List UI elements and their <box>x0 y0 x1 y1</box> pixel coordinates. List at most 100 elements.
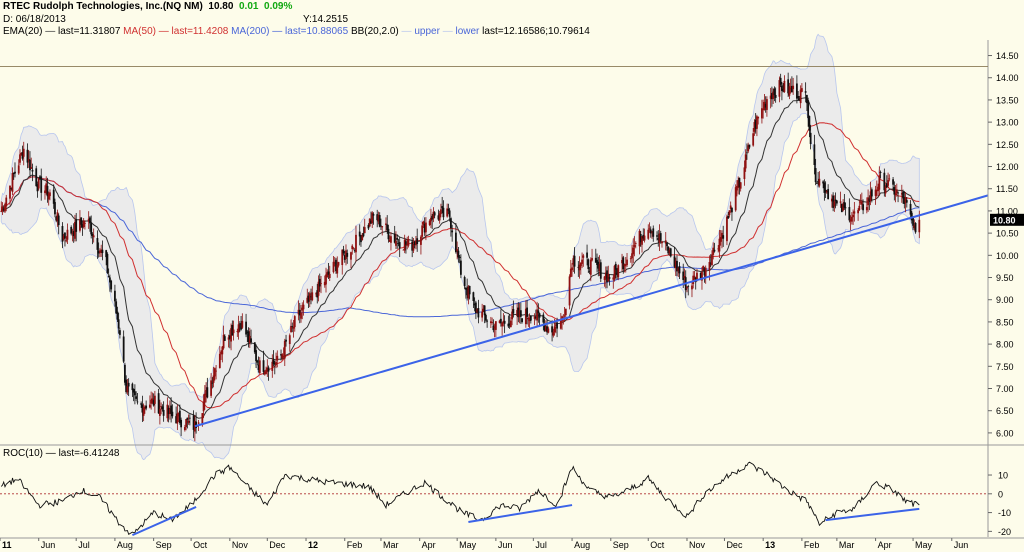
candle-body <box>171 411 174 417</box>
candle-body <box>651 231 653 233</box>
candle-body <box>201 413 204 426</box>
ma200-last: last=10.88065 <box>285 26 349 37</box>
candle-body <box>258 360 261 374</box>
candle-body <box>101 249 104 254</box>
candle-body <box>722 235 725 239</box>
candle-body <box>230 328 232 342</box>
candle-body <box>4 204 6 212</box>
candle-body <box>667 246 670 254</box>
candle-body <box>798 98 801 101</box>
roc-legend: ROC(10) — last=-6.41248 <box>3 448 120 459</box>
candle-body <box>756 116 758 129</box>
company-name: Rudolph Technologies, Inc.(NQ NM) <box>33 1 203 12</box>
candle-body <box>726 216 728 242</box>
candle-body <box>14 171 16 174</box>
candle-body <box>483 305 486 316</box>
candle-body <box>516 310 519 317</box>
candle-body <box>55 216 58 221</box>
candle-body <box>311 292 314 301</box>
roc-trendline <box>825 507 920 522</box>
candle-body <box>422 221 425 225</box>
y-readout: Y:14.2515 <box>303 14 349 25</box>
candle-body <box>320 283 322 284</box>
candle-body <box>151 398 154 403</box>
candle-body <box>599 262 602 279</box>
candle-body <box>148 404 151 408</box>
candle-body <box>904 197 907 203</box>
candle-body <box>197 422 200 424</box>
candle-body <box>848 207 851 221</box>
candle-body <box>508 323 511 325</box>
month-label: Sep <box>613 540 629 550</box>
candle-body <box>206 387 209 398</box>
candle-body <box>493 327 496 329</box>
candle-body <box>528 317 531 322</box>
candle-body <box>125 379 128 393</box>
candle-body <box>769 95 772 99</box>
candle-body <box>176 413 179 424</box>
candle-body <box>729 205 732 209</box>
candle-body <box>54 202 56 215</box>
candle-body <box>9 185 11 199</box>
candle-body <box>228 335 231 339</box>
candle-body <box>420 236 422 245</box>
candle-body <box>263 371 266 375</box>
price-tick-label: 10.50 <box>996 229 1019 239</box>
candle-body <box>337 261 340 266</box>
candle-body <box>569 268 572 277</box>
candle-body <box>332 261 335 273</box>
candle-body <box>805 94 808 104</box>
candle-body <box>503 320 506 324</box>
candle-body <box>840 203 843 213</box>
candle-body <box>507 323 510 327</box>
candle-body <box>731 207 733 213</box>
candle-body <box>298 309 301 316</box>
candle-body <box>371 212 374 224</box>
candle-body <box>850 216 853 222</box>
candle-body <box>405 241 407 245</box>
candle-body <box>57 215 60 226</box>
candle-body <box>306 297 309 303</box>
candle-body <box>160 406 163 407</box>
candle-body <box>774 94 777 98</box>
candle-body <box>649 229 652 234</box>
candle-body <box>428 220 431 225</box>
candle-body <box>342 249 345 254</box>
candle-body <box>45 183 48 194</box>
candle-body <box>301 307 304 311</box>
candle-body <box>573 255 576 267</box>
candle-body <box>693 275 696 279</box>
candle-body <box>92 235 95 238</box>
candle-body <box>596 259 598 265</box>
candle-body <box>509 320 512 327</box>
candle-body <box>177 412 180 417</box>
candle-body <box>192 415 195 430</box>
candle-body <box>62 235 65 240</box>
candle-body <box>386 224 389 231</box>
candle-body <box>136 401 139 403</box>
candle-body <box>807 100 810 119</box>
candle-body <box>372 214 375 216</box>
candle-body <box>61 226 64 242</box>
candle-body <box>377 214 380 222</box>
candle-body <box>142 407 145 416</box>
candle-body <box>280 354 282 356</box>
candle-body <box>533 316 536 319</box>
candle-body <box>46 185 49 197</box>
candle-body <box>762 109 765 111</box>
candle-body <box>358 231 361 237</box>
candle-body <box>632 247 635 255</box>
candle-body <box>862 204 864 211</box>
candle-body <box>106 253 109 273</box>
candle-body <box>351 245 354 250</box>
candle-body <box>865 207 868 211</box>
candle-body <box>143 406 146 410</box>
ma50-last: last=11.4208 <box>171 26 229 37</box>
candle-body <box>220 351 222 355</box>
candle-body <box>764 103 767 108</box>
candle-body <box>727 215 730 219</box>
candle-body <box>433 212 436 216</box>
candle-body <box>581 259 583 264</box>
candle-body <box>157 393 160 414</box>
candle-body <box>884 186 887 194</box>
